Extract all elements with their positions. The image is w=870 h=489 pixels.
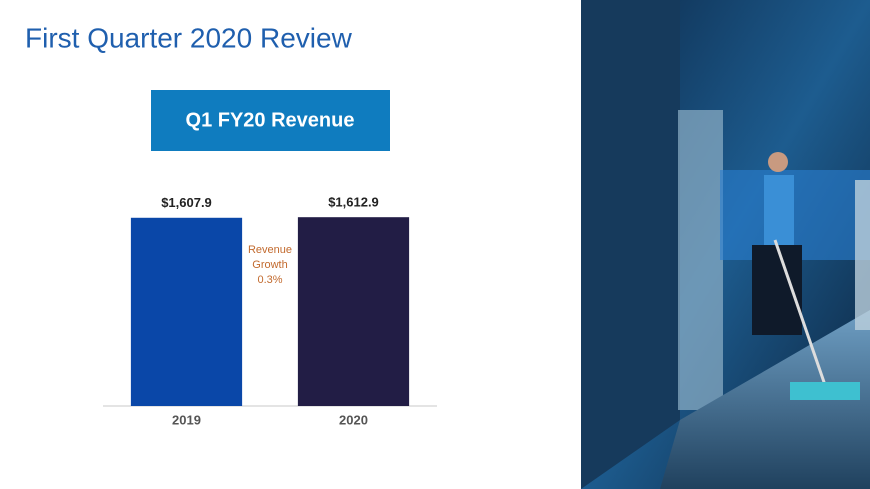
- annotation: Revenue: [248, 244, 292, 256]
- annotation: Growth: [252, 259, 287, 271]
- photo: [581, 0, 870, 489]
- bar: [130, 217, 243, 406]
- x-tick-label: 2019: [172, 412, 201, 427]
- chart-subtitle: Q1 FY20 Revenue: [186, 109, 355, 131]
- bar: [297, 217, 410, 406]
- annotation: 0.3%: [257, 274, 282, 286]
- chart-title: First Quarter 2020 Review: [25, 22, 353, 53]
- value-label: $1,607.9: [161, 195, 212, 210]
- subtitle-box: [151, 90, 390, 151]
- x-tick-label: 2020: [339, 412, 368, 427]
- value-label: $1,612.9: [328, 195, 379, 210]
